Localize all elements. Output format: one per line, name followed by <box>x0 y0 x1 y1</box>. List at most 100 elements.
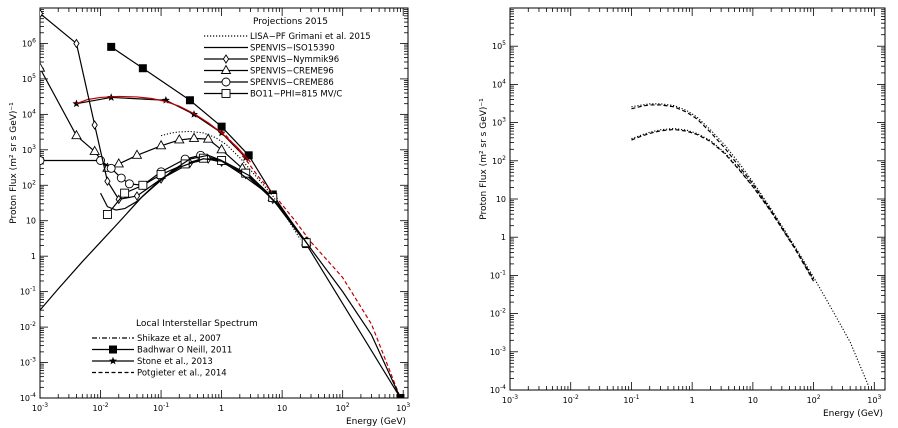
axis-ticks <box>509 7 885 391</box>
y-tick-label: 102 <box>22 179 36 190</box>
x-tick-label: 10 <box>277 404 287 413</box>
series-0-marker <box>138 64 147 73</box>
x-tick-label: 1 <box>690 396 695 405</box>
series-4-marker <box>113 158 125 168</box>
x-tick-label: 10-2 <box>563 394 579 405</box>
y-tick-label: 10-3 <box>490 346 506 357</box>
legend-projections-label: SPENVIS−Nymmik96 <box>250 55 339 65</box>
legend-lis-label: Stone et al., 2013 <box>137 357 213 367</box>
left-chart-panel: 10-3 10-2 10-1 1 10 102 10310-410-310-210-1110… <box>9 7 410 427</box>
y-tick-label: 104 <box>22 108 36 119</box>
series-line-0 <box>631 103 869 386</box>
x-tick-label: 10-2 <box>92 402 108 413</box>
series-4-marker <box>40 62 46 72</box>
legend-projections-label: LISA−PF Grimani et al. 2015 <box>250 32 371 42</box>
y-tick-label: 1 <box>31 252 36 261</box>
y-tick-label: 10 <box>26 217 36 226</box>
series-line-2 <box>76 95 251 163</box>
series-6-marker <box>133 191 141 201</box>
legend-lis-label: Potgieter et al., 2014 <box>137 369 227 379</box>
series-6-marker <box>73 38 80 49</box>
y-axis-label: Proton Flux (m² sr s GeV)⁻¹ <box>479 98 489 220</box>
legend-projections-marker <box>222 54 230 64</box>
x-tick-label: 10-1 <box>153 402 169 413</box>
y-tick-label: 10-4 <box>20 392 36 403</box>
series-4-marker <box>155 139 167 150</box>
y-tick-label: 103 <box>22 144 36 155</box>
x-tick-label: 10-3 <box>32 402 48 413</box>
x-tick-label: 10-1 <box>623 394 639 405</box>
legend-projections-label: SPENVIS−ISO15390 <box>250 44 335 54</box>
x-tick-label: 102 <box>807 394 821 405</box>
plot-area <box>631 103 869 386</box>
series-4-marker <box>174 134 185 144</box>
series-5-marker <box>40 156 45 165</box>
x-tick-label: 102 <box>336 402 350 413</box>
legend-projections-label: SPENVIS−CREME86 <box>250 78 334 88</box>
legend-projections-marker <box>221 77 231 87</box>
y-tick-label: 102 <box>492 155 506 166</box>
y-tick-label: 103 <box>492 117 506 128</box>
series-7-marker <box>102 210 112 219</box>
series-line-8 <box>40 158 312 311</box>
legend-lis-label: Badhwar O Neill, 2011 <box>137 346 232 356</box>
x-tick-label: 10-3 <box>502 394 518 405</box>
x-axis-label: Energy (GeV) <box>823 409 883 419</box>
series-5-marker <box>116 173 126 183</box>
legend-projections-label: SPENVIS−CREME96 <box>250 67 334 77</box>
y-tick-label: 10 <box>496 195 506 204</box>
y-tick-label: 105 <box>22 73 36 84</box>
legend-lis-title: Local Interstellar Spectrum <box>136 319 258 329</box>
x-tick-label: 10 <box>748 396 758 405</box>
series-0-marker <box>244 151 253 160</box>
series-line-5 <box>40 154 307 243</box>
series-line-9 <box>99 154 401 398</box>
series-4-marker <box>188 132 200 142</box>
series-1-marker <box>161 96 170 104</box>
series-0-marker <box>107 42 116 51</box>
series-6-marker <box>91 120 98 130</box>
y-tick-label: 1 <box>501 233 506 242</box>
plot-frame <box>39 7 409 399</box>
series-0-marker <box>217 122 226 131</box>
y-tick-label: 10-1 <box>20 286 36 297</box>
y-tick-label: 105 <box>492 40 506 51</box>
y-tick-label: 10-3 <box>20 357 36 368</box>
series-6-marker <box>104 176 111 187</box>
series-line-3 <box>631 128 815 282</box>
series-7-marker <box>138 180 148 190</box>
y-axis-label: Proton Flux (m² sr s GeV)⁻¹ <box>9 102 19 224</box>
series-0-marker <box>185 96 194 105</box>
series-6-marker <box>40 8 44 19</box>
right-chart-panel: 10-3 10-2 10-1 1 10 102 10310-410-310-210-1110… <box>479 7 886 419</box>
legend-projections-marker <box>220 64 232 74</box>
series-4-marker <box>216 143 227 154</box>
series-4-marker <box>131 149 143 159</box>
series-5-marker <box>106 163 116 173</box>
axis-ticks <box>39 7 408 399</box>
series-4-marker <box>89 145 100 155</box>
x-tick-label: 103 <box>396 402 410 413</box>
series-line-1 <box>631 104 815 280</box>
legend-projections-label: BO11−PHI=815 MV/C <box>250 90 342 100</box>
legend-projections: Projections 2015 LISA−PF Grimani et al. 2… <box>204 17 371 100</box>
x-tick-label: 103 <box>867 394 881 405</box>
legend-lis-label: Shikaze et al., 2007 <box>137 334 221 344</box>
series-line-3 <box>221 130 401 398</box>
x-tick-label: 1 <box>219 404 224 413</box>
x-axis-label: Energy (GeV) <box>346 417 406 427</box>
series-line-10 <box>160 130 301 240</box>
y-tick-label: 10-2 <box>490 308 506 319</box>
series-0-marker <box>396 394 405 398</box>
series-4-marker <box>202 133 214 143</box>
legend-lis-marker <box>109 345 117 354</box>
y-tick-label: 10-4 <box>490 384 506 395</box>
y-tick-label: 106 <box>22 37 36 48</box>
legend-lis-marker <box>109 356 117 365</box>
legend-lis: Local Interstellar Spectrum Shikaze et al… <box>92 319 258 379</box>
plot-frame <box>509 7 886 391</box>
y-tick-label: 10-2 <box>20 321 36 332</box>
series-7-marker <box>268 193 278 203</box>
legend-projections-title: Projections 2015 <box>253 17 328 27</box>
